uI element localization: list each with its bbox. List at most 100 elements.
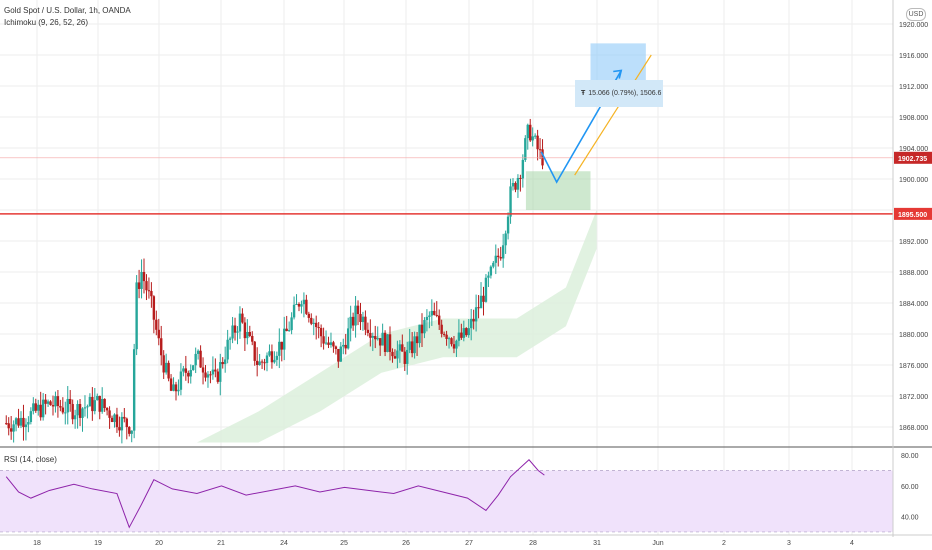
candle-body (137, 282, 141, 289)
candle-body (509, 186, 512, 217)
candle-body (317, 327, 320, 329)
candle-body (128, 427, 131, 434)
time-tick-label: 18 (33, 540, 41, 547)
candle-body (66, 398, 69, 413)
candle-body (105, 408, 109, 411)
candle-body (270, 351, 274, 363)
candle-body (487, 275, 490, 278)
candle-body (324, 342, 328, 344)
candle-body (408, 341, 411, 350)
candle-body (125, 418, 128, 428)
candle-body (29, 411, 33, 423)
candle-body (369, 332, 372, 338)
candle-body (310, 317, 313, 324)
candle-body (150, 291, 153, 297)
candle-body (403, 351, 406, 364)
price-tick-label: 1876.000 (899, 363, 928, 370)
candle-body (541, 149, 544, 166)
projection-arrowhead (613, 69, 623, 79)
candle-body (457, 332, 461, 341)
rsi-legend[interactable]: RSI (14, close) (4, 455, 57, 464)
candle-body (364, 316, 367, 330)
candle-body (41, 399, 45, 418)
candle-body (450, 338, 453, 345)
candle-body (253, 341, 256, 361)
candle-body (100, 398, 104, 412)
candle-body (81, 408, 84, 418)
candle-body (438, 315, 441, 325)
candle-body (14, 418, 18, 425)
time-tick-label: 27 (465, 540, 473, 547)
candle-body (423, 320, 426, 334)
price-tick-label: 1912.000 (899, 84, 928, 91)
projection-arrow[interactable] (540, 70, 622, 184)
candle-body (132, 349, 136, 431)
candle-body (420, 324, 424, 334)
candle-body (371, 335, 374, 338)
candle-body (169, 378, 173, 391)
candle-body (93, 400, 97, 412)
candle-body (86, 406, 89, 408)
time-tick-label: 3 (787, 540, 791, 547)
candle-body (374, 335, 377, 340)
target-zone-green[interactable] (525, 171, 591, 210)
candle-body (524, 138, 527, 160)
candle-body (322, 336, 325, 344)
candle-body (248, 331, 251, 336)
candle-body (484, 277, 488, 302)
candle-body (536, 135, 539, 150)
candle-body (83, 407, 87, 409)
candle-body (211, 369, 215, 375)
price-tick-label: 1884.000 (899, 301, 928, 308)
candle-body (361, 316, 365, 323)
candle-body (327, 342, 330, 345)
candle-body (115, 414, 119, 428)
candle-body (332, 342, 335, 347)
candle-body (445, 334, 448, 339)
candle-body (219, 362, 222, 382)
candle-body (130, 430, 133, 434)
candle-body (223, 359, 227, 365)
price-tick-label: 1872.000 (899, 394, 928, 401)
candle-body (64, 412, 67, 414)
candle-body (88, 396, 92, 407)
candle-body (381, 332, 384, 346)
candle-body (157, 329, 160, 339)
candle-body (516, 177, 520, 190)
price-axis[interactable]: 1868.000 1872.000 1876.000 1880.000 1884.000… (892, 0, 932, 537)
candle-body (339, 346, 343, 362)
candle-body (401, 344, 404, 352)
candle-body (9, 428, 13, 432)
time-axis[interactable]: 18 19 20 21 24 25 26 27 28 31 Jun 2 3 4 (0, 534, 932, 547)
currency-button[interactable]: USD (906, 8, 926, 21)
candle-body (386, 334, 389, 352)
candle-body (477, 307, 480, 309)
candle-body (447, 338, 451, 340)
indicator-legend[interactable]: Ichimoku (9, 26, 52, 26) (4, 18, 89, 27)
symbol-legend[interactable]: Gold Spot / U.S. Dollar, 1h, OANDA (4, 6, 131, 15)
candle-body (192, 365, 195, 371)
candle-body (44, 399, 47, 404)
candle-body (467, 328, 470, 336)
candle-body (19, 417, 23, 426)
price-tick-label: 1904.000 (899, 146, 928, 153)
candle-body (214, 369, 217, 372)
candle-body (179, 371, 183, 390)
candle-body (73, 415, 77, 420)
candle-body (287, 330, 291, 332)
candle-body (482, 295, 485, 302)
candle-body (275, 355, 279, 360)
time-tick-label: Jun (652, 540, 663, 547)
candle-body (96, 395, 99, 401)
candle-body (12, 424, 15, 432)
candle-body (465, 328, 468, 336)
candle-body (78, 404, 82, 418)
candle-body (54, 396, 57, 407)
measure-arrow[interactable] (574, 54, 652, 176)
price-tick-label: 1868.000 (899, 425, 928, 432)
drawings[interactable] (0, 43, 893, 215)
price-tick-label: 1908.000 (899, 115, 928, 122)
candle-body (479, 295, 483, 309)
candle-body (300, 304, 303, 307)
